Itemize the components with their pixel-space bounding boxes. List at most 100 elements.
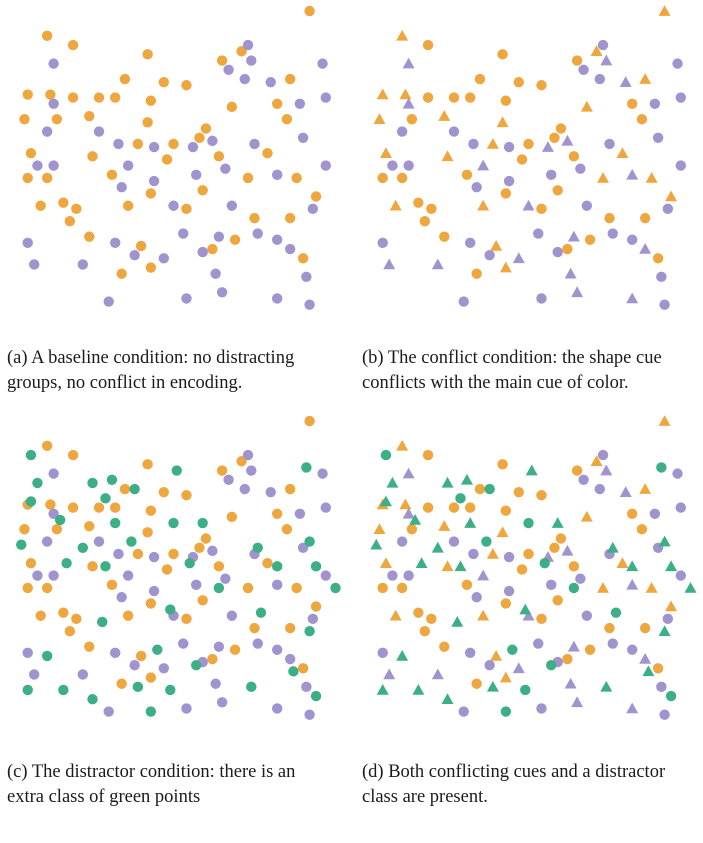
point-b-orange-circle-19 [396, 172, 408, 184]
point-d-purple-circle-22 [465, 647, 476, 659]
point-c-green-circle-38 [310, 690, 322, 702]
point-c-green-circle-0 [25, 449, 37, 461]
point-c-green-circle-20 [184, 558, 195, 569]
point-c-purple-circle-29 [307, 613, 319, 625]
scatter-panel-d [365, 410, 703, 735]
point-b-purple-circle-16 [575, 163, 586, 174]
point-c-purple-circle-41 [77, 669, 89, 680]
point-d-orange-circle-8 [465, 502, 476, 513]
point-a-orange-circle-2 [67, 39, 79, 51]
point-c-purple-circle-46 [216, 697, 228, 708]
point-d-orange-circle-0 [422, 449, 434, 461]
point-c-green-circle-32 [288, 666, 299, 677]
point-c-orange-circle-41 [58, 607, 69, 618]
point-a-purple-circle-2 [317, 58, 328, 69]
point-b-purple-circle-5 [675, 92, 686, 103]
point-b-orange-circle-17 [568, 151, 580, 162]
point-c-orange-circle-49 [135, 650, 147, 662]
point-b-orange-circle-12 [636, 114, 648, 125]
point-c-green-circle-30 [304, 626, 315, 637]
point-a-orange-circle-24 [132, 138, 144, 150]
point-d-purple-circle-31 [659, 709, 670, 720]
point-d-orange-circle-14 [523, 548, 534, 560]
point-a-purple-circle-47 [272, 293, 283, 304]
point-b-purple-triangle-14 [564, 267, 577, 279]
point-a-orange-circle-38 [197, 185, 208, 196]
point-a-orange-circle-1 [41, 30, 53, 42]
point-c-purple-circle-12 [113, 548, 124, 560]
point-b-orange-triangle-20 [499, 261, 512, 273]
point-c-purple-circle-9 [320, 502, 331, 513]
point-b-orange-circle-6 [422, 92, 434, 103]
point-d-orange-triangle-6 [580, 510, 593, 522]
caption-c-line-2: extra class of green points [7, 787, 201, 807]
point-b-orange-triangle-9 [496, 116, 509, 128]
caption-d-line-2: class are present. [362, 787, 488, 807]
point-c-green-circle-15 [252, 542, 263, 553]
point-c-orange-circle-40 [35, 610, 46, 621]
point-c-purple-circle-22 [191, 579, 202, 591]
point-a-orange-circle-25 [168, 138, 179, 150]
point-d-purple-circle-30 [536, 703, 547, 714]
point-c-purple-circle-21 [148, 585, 160, 597]
point-b-purple-circle-1 [672, 58, 683, 69]
point-a-orange-circle-10 [22, 89, 33, 100]
point-a-orange-circle-42 [71, 203, 82, 215]
point-b-purple-triangle-7 [626, 168, 639, 180]
point-c-purple-circle-31 [110, 647, 121, 659]
point-a-orange-circle-44 [181, 203, 192, 215]
point-d-orange-circle-18 [377, 582, 388, 594]
point-c-orange-circle-3 [142, 459, 153, 470]
point-a-orange-circle-17 [272, 98, 283, 109]
point-a-orange-circle-20 [84, 110, 95, 122]
point-b-orange-circle-18 [377, 172, 388, 184]
point-b-orange-triangle-16 [665, 190, 678, 202]
point-a-orange-circle-5 [216, 55, 228, 66]
point-d-green-circle-13 [500, 706, 512, 717]
point-c-purple-circle-7 [48, 508, 59, 519]
point-b-purple-triangle-12 [383, 258, 396, 270]
point-a-purple-circle-41 [77, 259, 89, 270]
point-b-orange-circle-23 [413, 197, 424, 208]
point-c-green-circle-36 [165, 684, 176, 696]
point-c-purple-circle-3 [223, 474, 234, 485]
point-a-purple-circle-38 [272, 234, 283, 245]
point-c-green-circle-13 [16, 539, 27, 550]
point-a-orange-circle-45 [64, 216, 76, 227]
point-c-green-circle-16 [304, 536, 315, 547]
point-c-orange-circle-6 [119, 483, 131, 495]
point-b-purple-circle-13 [403, 160, 414, 171]
point-d-orange-circle-9 [500, 505, 512, 516]
point-c-orange-circle-22 [281, 524, 293, 535]
point-a-purple-circle-10 [41, 126, 53, 137]
point-d-green-triangle-3 [460, 473, 473, 485]
point-d-green-triangle-15 [665, 560, 678, 572]
point-b-purple-circle-10 [604, 138, 615, 150]
point-b-orange-circle-3 [474, 73, 486, 85]
point-c-orange-circle-31 [262, 558, 273, 569]
point-d-purple-circle-20 [662, 613, 674, 625]
point-b-orange-triangle-4 [376, 88, 389, 100]
point-d-orange-triangle-12 [441, 560, 454, 572]
point-d-green-circle-6 [539, 558, 550, 569]
point-b-purple-circle-0 [597, 39, 609, 51]
point-b-purple-circle-6 [396, 126, 408, 137]
point-a-purple-circle-35 [197, 246, 208, 258]
point-b-purple-circle-17 [675, 160, 686, 171]
point-b-purple-triangle-13 [431, 258, 444, 270]
point-b-orange-circle-16 [516, 154, 528, 165]
point-d-purple-circle-29 [458, 706, 469, 717]
point-b-purple-triangle-4 [541, 141, 554, 152]
point-b-purple-circle-18 [471, 182, 482, 193]
point-a-orange-circle-22 [281, 114, 293, 125]
point-d-green-triangle-7 [551, 517, 564, 528]
point-b-orange-circle-7 [448, 92, 460, 103]
point-d-purple-triangle-0 [600, 464, 613, 476]
point-d-green-triangle-14 [626, 560, 639, 572]
point-a-orange-circle-14 [110, 92, 121, 103]
point-d-purple-triangle-2 [619, 486, 632, 497]
point-c-orange-circle-8 [181, 490, 192, 501]
point-a-purple-circle-5 [239, 73, 250, 85]
point-c-green-circle-1 [171, 465, 182, 476]
point-b-purple-circle-14 [503, 175, 515, 187]
